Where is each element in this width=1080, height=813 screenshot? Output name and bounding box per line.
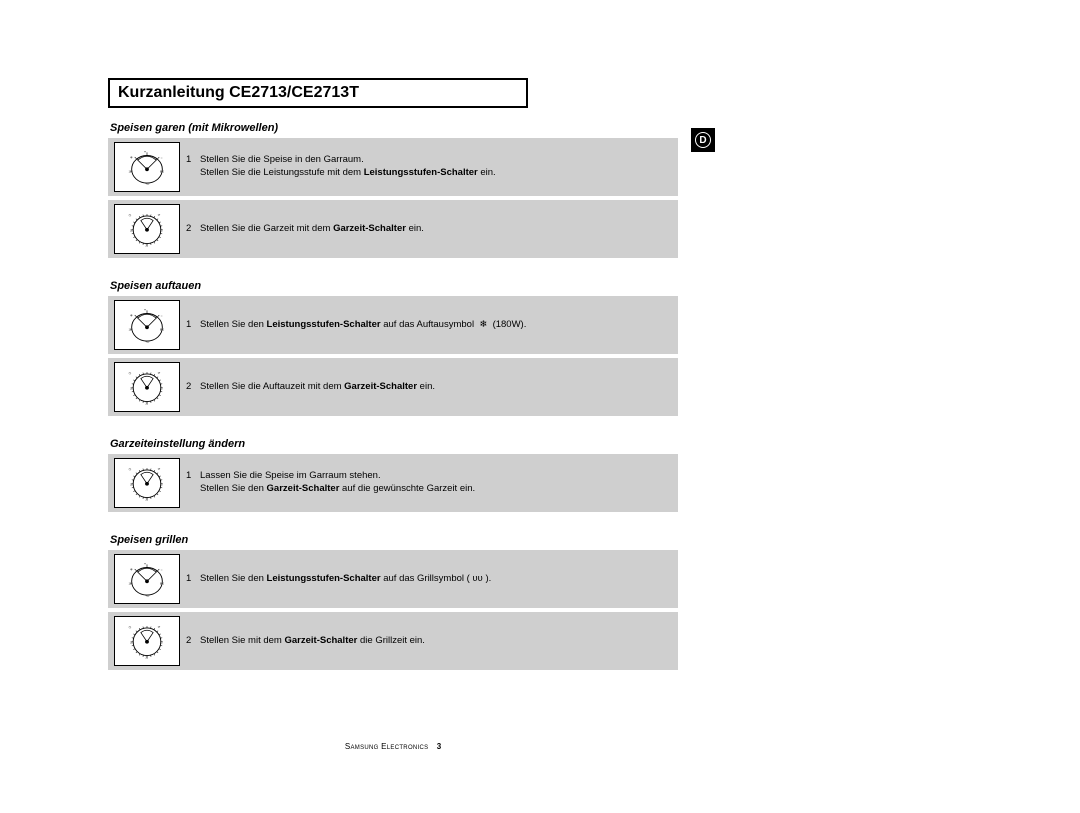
step-text: Stellen Sie die Garzeit mit dem Garzeit-… [200, 223, 670, 236]
section: Garzeiteinstellung ändern ◷ ⟳ 10 20 30 1… [108, 438, 678, 512]
svg-text:▼: ▼ [144, 562, 146, 565]
section: Speisen garen (mit Mikrowellen) ❄ ▼ ═ 18… [108, 122, 678, 258]
page: D Kurzanleitung CE2713/CE2713T Speisen g… [0, 0, 1080, 813]
section-title: Speisen auftauen [108, 280, 678, 292]
step-number: 1 [186, 154, 200, 180]
step-body: 1Stellen Sie die Speise in den Garraum.S… [186, 148, 678, 186]
svg-text:◷: ◷ [129, 213, 132, 217]
step-text: Stellen Sie die Speise in den Garraum.St… [200, 154, 670, 180]
instruction-step: ◷ ⟳ 10 20 30 1Lassen Sie die Speise im G… [108, 454, 678, 512]
svg-text:10: 10 [160, 388, 163, 390]
step-text: Lassen Sie die Speise im Garraum stehen.… [200, 470, 670, 496]
svg-text:800: 800 [160, 329, 165, 331]
step-text: Stellen Sie den Leistungsstufen-Schalter… [200, 573, 670, 586]
instruction-step: ◷ ⟳ 10 20 30 2Stellen Sie die Garzeit mi… [108, 200, 678, 258]
step-body: 2Stellen Sie die Garzeit mit dem Garzeit… [186, 217, 678, 242]
section-title: Speisen garen (mit Mikrowellen) [108, 122, 678, 134]
svg-text:▼: ▼ [144, 150, 146, 153]
content-column: Kurzanleitung CE2713/CE2713T Speisen gar… [108, 78, 678, 692]
step-text: Stellen Sie die Auftauzeit mit dem Garze… [200, 381, 670, 394]
section-title: Speisen grillen [108, 534, 678, 546]
svg-text:450: 450 [145, 596, 150, 598]
timer-dial-icon: ◷ ⟳ 10 20 30 [114, 204, 180, 254]
language-badge: D [691, 128, 715, 152]
svg-text:▼: ▼ [144, 308, 146, 311]
section-title: Garzeiteinstellung ändern [108, 438, 678, 450]
svg-text:800: 800 [160, 583, 165, 585]
instruction-step: ◷ ⟳ 10 20 30 2Stellen Sie die Auftauzeit… [108, 358, 678, 416]
svg-text:⟳: ⟳ [158, 467, 161, 471]
instruction-step: ❄ ▼ ═ 180 800 450 1Stellen Sie die Speis… [108, 138, 678, 196]
svg-text:⟳: ⟳ [158, 213, 161, 217]
instruction-step: ❄ ▼ ═ 180 800 450 1Stellen Sie den Leist… [108, 296, 678, 354]
timer-dial-icon: ◷ ⟳ 10 20 30 [114, 458, 180, 508]
svg-text:20: 20 [145, 658, 148, 660]
svg-text:◷: ◷ [129, 467, 132, 471]
svg-text:450: 450 [145, 342, 150, 344]
section: Speisen grillen ❄ ▼ ═ 180 800 450 1Stell… [108, 534, 678, 670]
svg-text:◷: ◷ [129, 371, 132, 375]
svg-text:═: ═ [160, 316, 163, 318]
svg-text:❄: ❄ [130, 314, 133, 318]
timer-dial-icon: ◷ ⟳ 10 20 30 [114, 616, 180, 666]
footer: Samsung Electronics 3 [108, 742, 678, 751]
svg-text:═: ═ [160, 570, 163, 572]
step-body: 2Stellen Sie mit dem Garzeit-Schalter di… [186, 629, 678, 654]
power-dial-icon: ❄ ▼ ═ 180 800 450 [114, 554, 180, 604]
step-body: 2Stellen Sie die Auftauzeit mit dem Garz… [186, 375, 678, 400]
footer-brand: Samsung Electronics [345, 742, 429, 751]
step-text: Stellen Sie den Leistungsstufen-Schalter… [200, 319, 670, 332]
svg-text:⟳: ⟳ [158, 625, 161, 629]
svg-text:10: 10 [160, 230, 163, 232]
svg-text:800: 800 [160, 171, 165, 173]
svg-text:10: 10 [160, 642, 163, 644]
svg-text:10: 10 [160, 484, 163, 486]
svg-text:20: 20 [145, 404, 148, 406]
step-number: 1 [186, 470, 200, 496]
timer-dial-icon: ◷ ⟳ 10 20 30 [114, 362, 180, 412]
instruction-step: ❄ ▼ ═ 180 800 450 1Stellen Sie den Leist… [108, 550, 678, 608]
step-number: 1 [186, 319, 200, 332]
svg-text:20: 20 [145, 500, 148, 502]
step-number: 1 [186, 573, 200, 586]
svg-text:◷: ◷ [129, 625, 132, 629]
step-text: Stellen Sie mit dem Garzeit-Schalter die… [200, 635, 670, 648]
footer-page-number: 3 [437, 742, 441, 751]
step-body: 1Stellen Sie den Leistungsstufen-Schalte… [186, 567, 678, 592]
power-dial-icon: ❄ ▼ ═ 180 800 450 [114, 300, 180, 350]
step-body: 1Lassen Sie die Speise im Garraum stehen… [186, 464, 678, 502]
power-dial-icon: ❄ ▼ ═ 180 800 450 [114, 142, 180, 192]
step-number: 2 [186, 635, 200, 648]
step-number: 2 [186, 381, 200, 394]
title-box: Kurzanleitung CE2713/CE2713T [108, 78, 528, 108]
svg-text:❄: ❄ [130, 568, 133, 572]
instruction-step: ◷ ⟳ 10 20 30 2Stellen Sie mit dem Garzei… [108, 612, 678, 670]
step-body: 1Stellen Sie den Leistungsstufen-Schalte… [186, 313, 678, 338]
svg-text:450: 450 [145, 184, 150, 186]
svg-text:⟳: ⟳ [158, 371, 161, 375]
svg-text:20: 20 [145, 246, 148, 248]
svg-text:═: ═ [160, 158, 163, 160]
svg-text:❄: ❄ [130, 156, 133, 160]
step-number: 2 [186, 223, 200, 236]
section: Speisen auftauen ❄ ▼ ═ 180 800 450 1Stel… [108, 280, 678, 416]
page-title: Kurzanleitung CE2713/CE2713T [118, 84, 359, 101]
language-letter: D [699, 135, 706, 146]
